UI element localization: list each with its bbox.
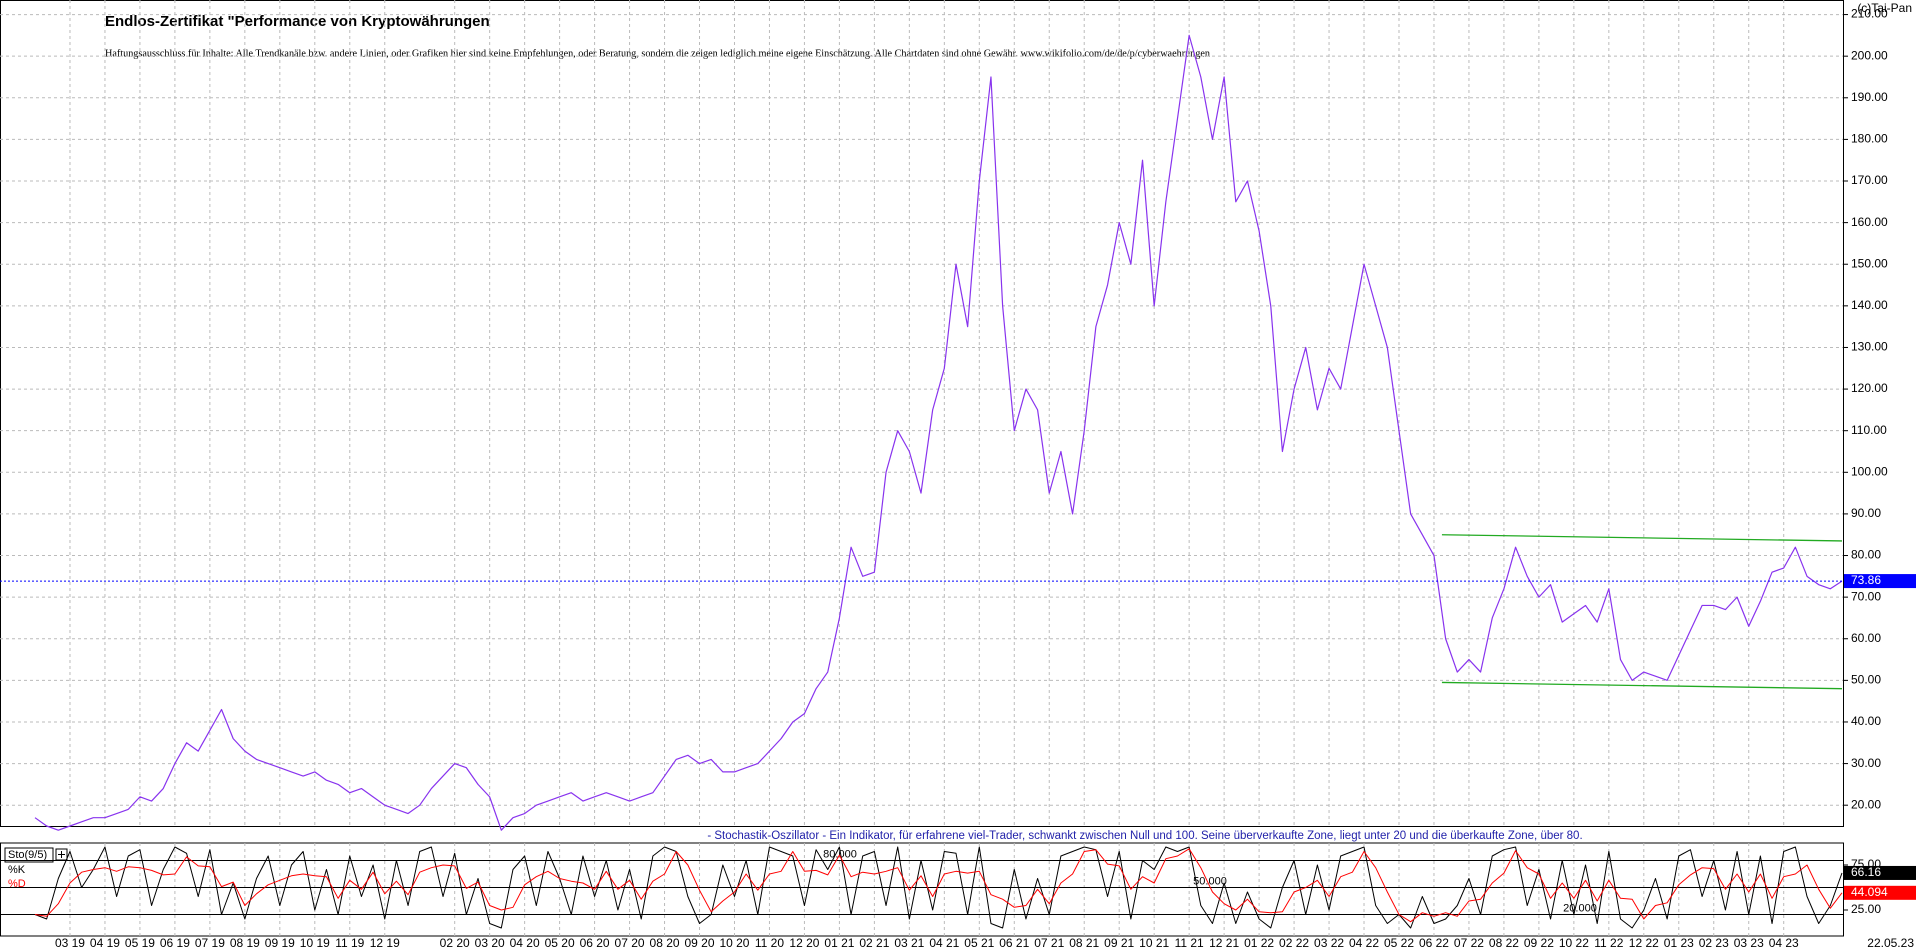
level-label: 20.000 <box>1563 902 1597 914</box>
y-tick-label: 130.00 <box>1851 340 1888 354</box>
indicator-label: Sto(9/5) <box>8 849 47 861</box>
x-tick-label: 05 20 <box>545 936 575 950</box>
x-tick-label: 08 19 <box>230 936 260 950</box>
x-tick-label: 12 20 <box>789 936 819 950</box>
x-tick-label: 09 20 <box>684 936 714 950</box>
x-tick-label: 05 21 <box>964 936 994 950</box>
x-tick-label: 03 22 <box>1314 936 1344 950</box>
x-tick-label: 12 22 <box>1629 936 1659 950</box>
x-tick-label: 09 19 <box>265 936 295 950</box>
x-tick-label: 11 19 <box>335 936 364 950</box>
x-tick-label: 06 22 <box>1419 936 1449 950</box>
level-label: 80.000 <box>823 848 857 860</box>
x-tick-label: 04 22 <box>1349 936 1379 950</box>
series-line <box>34 34 1843 831</box>
y-tick-label: 30.00 <box>1851 756 1881 770</box>
x-tick-label: 06 20 <box>580 936 610 950</box>
disclaimer: Haftungsausschluss für Inhalte: Alle Tre… <box>105 48 1210 59</box>
x-tick-label: 03 21 <box>894 936 924 950</box>
y-tick-label: 70.00 <box>1851 589 1881 603</box>
value-box <box>1844 865 1916 880</box>
x-tick-label: 11 22 <box>1594 936 1623 950</box>
x-tick-label: 03 19 <box>55 936 85 950</box>
x-tick-label: 02 23 <box>1699 936 1729 950</box>
x-tick-label: 01 23 <box>1664 936 1694 950</box>
x-tick-label: 06 19 <box>160 936 190 950</box>
indicator-box <box>4 847 54 863</box>
main-panel <box>0 0 1844 827</box>
last-value-box <box>1844 574 1916 589</box>
x-tick-label: 07 22 <box>1454 936 1484 950</box>
last-value-label: 73.86 <box>1851 573 1881 587</box>
x-tick-label: 11 20 <box>755 936 784 950</box>
oscillator-panel <box>0 842 1844 937</box>
x-tick-label: 08 20 <box>650 936 680 950</box>
trendline <box>1441 534 1843 542</box>
x-tick-label: 07 19 <box>195 936 225 950</box>
x-last-date: 22.05.23 <box>1867 936 1914 950</box>
x-tick-label: 09 22 <box>1524 936 1554 950</box>
series-line <box>34 848 1843 923</box>
x-tick-label: 11 21 <box>1175 936 1204 950</box>
x-tick-label: 04 19 <box>90 936 120 950</box>
x-tick-label: 07 21 <box>1034 936 1064 950</box>
y-tick-label: 60.00 <box>1851 631 1881 645</box>
value-box-label: 66.16 <box>1851 865 1881 879</box>
y-tick-label: 140.00 <box>1851 298 1888 312</box>
x-tick-label: 07 20 <box>615 936 645 950</box>
y-tick-label: 110.00 <box>1851 423 1887 437</box>
x-tick-label: 10 20 <box>719 936 749 950</box>
x-tick-label: 01 21 <box>824 936 854 950</box>
x-tick-label: 02 20 <box>440 936 470 950</box>
x-tick-label: 04 21 <box>929 936 959 950</box>
value-box-label: 44.094 <box>1851 885 1888 899</box>
y-tick-label: 50.00 <box>1851 673 1881 687</box>
y-tick-label: 150.00 <box>1851 256 1888 270</box>
x-tick-label: 08 21 <box>1069 936 1099 950</box>
x-tick-label: 12 21 <box>1209 936 1239 950</box>
x-tick-label: 08 22 <box>1489 936 1519 950</box>
x-tick-label: 05 22 <box>1384 936 1414 950</box>
y-tick-label: 190.00 <box>1851 90 1888 104</box>
y-tick-label: 180.00 <box>1851 132 1888 146</box>
copyright: (c)Tai-Pan <box>1857 1 1912 15</box>
x-tick-label: 10 19 <box>300 936 330 950</box>
y-tick-label: 120.00 <box>1851 381 1888 395</box>
y-tick-label: 25.00 <box>1851 902 1881 916</box>
plus-icon <box>58 851 65 858</box>
y-tick-label: 40.00 <box>1851 714 1881 728</box>
x-tick-label: 02 21 <box>859 936 889 950</box>
y-tick-label: 100.00 <box>1851 464 1888 478</box>
y-tick-label: 210.00 <box>1851 7 1888 21</box>
x-tick-label: 01 22 <box>1244 936 1274 950</box>
value-box <box>1844 885 1916 900</box>
y-tick-label: 200.00 <box>1851 48 1888 62</box>
y-tick-label: 20.00 <box>1851 797 1881 811</box>
legend-d: %D <box>8 878 26 890</box>
x-tick-label: 04 23 <box>1769 936 1799 950</box>
chart-title: Endlos-Zertifikat "Performance von Krypt… <box>105 13 490 30</box>
x-tick-label: 03 20 <box>475 936 505 950</box>
x-tick-label: 03 23 <box>1734 936 1764 950</box>
x-tick-label: 05 19 <box>125 936 155 950</box>
y-tick-label: 90.00 <box>1851 506 1881 520</box>
x-tick-label: 09 21 <box>1104 936 1134 950</box>
trendline <box>1441 681 1843 690</box>
x-tick-label: 10 22 <box>1559 936 1589 950</box>
x-tick-label: 06 21 <box>999 936 1029 950</box>
legend-k: %K <box>8 864 26 876</box>
level-label: 50.000 <box>1193 875 1227 887</box>
y-tick-label: 80.00 <box>1851 548 1881 562</box>
x-tick-label: 12 19 <box>370 936 400 950</box>
x-tick-label: 10 21 <box>1139 936 1169 950</box>
y-tick-label: 160.00 <box>1851 215 1888 229</box>
x-tick-label: 02 22 <box>1279 936 1309 950</box>
oscillator-title: - Stochastik-Oszillator - Ein Indikator,… <box>707 830 1582 842</box>
x-tick-label: 04 20 <box>510 936 540 950</box>
y-tick-label: 170.00 <box>1851 173 1888 187</box>
